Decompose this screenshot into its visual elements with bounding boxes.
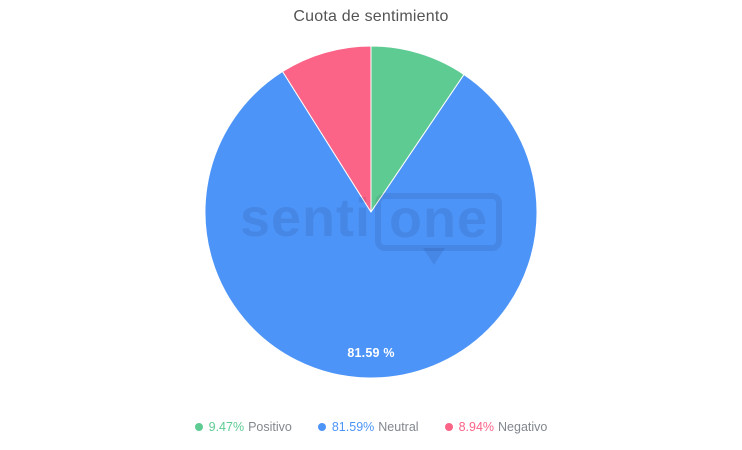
- legend-name-neutral: Neutral: [378, 420, 419, 434]
- legend-name-negativo: Negativo: [498, 420, 548, 434]
- legend-item-neutral[interactable]: 81.59% Neutral: [317, 420, 419, 434]
- neutral-slice-data-label: 81.59 %: [347, 346, 395, 360]
- pie-slice-negativo[interactable]: [282, 45, 372, 213]
- legend-pct-neutral: 81.59%: [331, 420, 375, 434]
- legend-pct-negativo: 8.94%: [458, 420, 495, 434]
- legend-name-positivo: Positivo: [248, 420, 292, 434]
- chart-legend: 9.47% Positivo 81.59% Neutral 8.94% Nega…: [0, 420, 742, 434]
- legend-dot-positivo: [194, 423, 203, 431]
- legend-dot-negativo: [444, 423, 453, 431]
- chart-title: Cuota de sentimiento: [293, 8, 449, 25]
- legend-item-negativo[interactable]: 8.94% Negativo: [444, 420, 548, 434]
- pie-slice-positivo[interactable]: [370, 45, 465, 213]
- pie-slice-neutral[interactable]: [204, 71, 538, 379]
- legend-pct-positivo: 9.47%: [208, 420, 245, 434]
- legend-dot-neutral: [317, 423, 326, 431]
- legend-item-positivo[interactable]: 9.47% Positivo: [194, 420, 292, 434]
